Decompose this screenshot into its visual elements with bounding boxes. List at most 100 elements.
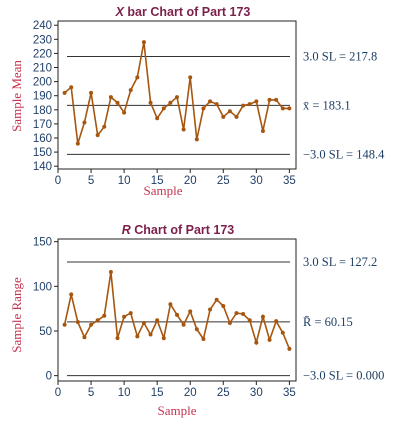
- data-point: [128, 88, 133, 93]
- data-point: [108, 95, 113, 100]
- data-point: [201, 106, 206, 111]
- y-tick-label: 150: [33, 237, 52, 249]
- data-point: [254, 99, 259, 104]
- data-point: [267, 337, 272, 342]
- r-chart: R Chart of Part 173 Sample Sample Range …: [9, 223, 384, 418]
- data-point: [287, 346, 292, 351]
- x-tick-label: 10: [118, 175, 131, 187]
- data-series: [62, 40, 292, 146]
- data-point: [102, 124, 107, 129]
- data-point: [254, 340, 259, 345]
- data-point: [234, 114, 239, 119]
- x-ticks: 0 5 10 15 20 25 30 35: [55, 169, 296, 187]
- data-point: [69, 292, 74, 297]
- y-tick-label: 140: [33, 161, 52, 173]
- data-point: [122, 314, 127, 319]
- y-tick-label: 240: [33, 20, 52, 32]
- x-tick-label: 20: [184, 387, 197, 399]
- x-tick-label: 5: [88, 175, 94, 187]
- y-tick-label: 220: [33, 48, 52, 60]
- xbar-chart: X bar Chart of Part 173 Sample Sample Me…: [9, 5, 385, 198]
- data-point: [227, 109, 232, 114]
- data-point: [141, 320, 146, 325]
- data-point: [89, 90, 94, 95]
- data-point: [148, 332, 153, 337]
- y-tick-label: 210: [33, 63, 52, 75]
- plot-frame: [57, 20, 297, 170]
- y-tick-label: 180: [33, 105, 52, 117]
- data-point: [75, 141, 80, 146]
- data-point: [128, 311, 133, 316]
- data-point: [95, 318, 100, 323]
- data-point: [115, 100, 120, 105]
- x-tick-label: 30: [250, 175, 263, 187]
- limit-label: 3.0 SL = 127.2: [303, 255, 377, 269]
- y-tick-label: 50: [39, 326, 52, 338]
- data-point: [208, 99, 213, 104]
- data-point: [62, 90, 67, 95]
- data-point: [234, 311, 239, 316]
- data-point: [267, 97, 272, 102]
- x-tick-label: 5: [88, 387, 94, 399]
- data-point: [260, 128, 265, 133]
- data-point: [241, 312, 246, 317]
- data-point: [82, 335, 87, 340]
- y-tick-label: 190: [33, 91, 52, 103]
- limit-label: R̄ = 60.15: [303, 315, 353, 329]
- data-point: [148, 100, 153, 105]
- y-ticks: 140 150 160 170 180 190 200 210 220 230 240: [33, 20, 58, 173]
- limit-label: 3.0 SL = 217.8: [303, 50, 377, 64]
- data-point: [102, 313, 107, 318]
- x-tick-label: 25: [217, 175, 230, 187]
- data-point: [274, 97, 279, 102]
- data-point: [208, 307, 213, 312]
- y-tick-label: 200: [33, 77, 52, 89]
- data-point: [95, 133, 100, 138]
- data-point: [194, 137, 199, 142]
- data-point: [161, 336, 166, 341]
- series-line: [63, 271, 291, 350]
- data-point: [241, 103, 246, 108]
- data-point: [89, 322, 94, 327]
- series-line: [64, 41, 290, 144]
- y-tick-label: 150: [33, 147, 52, 159]
- data-point: [214, 102, 219, 107]
- data-point: [221, 303, 226, 308]
- y-ticks: 0 50 100 150: [33, 237, 58, 383]
- data-point: [201, 337, 206, 342]
- chart-title: X bar Chart of Part 173: [115, 5, 251, 19]
- data-point: [168, 100, 173, 105]
- data-point: [287, 106, 292, 111]
- data-point: [135, 75, 140, 80]
- x-tick-label: 35: [283, 175, 296, 187]
- x-axis-label: Sample: [144, 183, 183, 198]
- data-point: [188, 309, 193, 314]
- limit-label: x̄ = 183.1: [303, 98, 351, 112]
- x-tick-label: 15: [151, 175, 164, 187]
- limit-label: −3.0 SL = 0.000: [303, 369, 384, 383]
- x-tick-label: 20: [184, 175, 197, 187]
- data-point: [227, 320, 232, 325]
- y-tick-label: 170: [33, 119, 52, 131]
- x-tick-label: 25: [217, 387, 230, 399]
- data-point: [181, 127, 186, 132]
- x-tick-label: 0: [55, 175, 61, 187]
- data-point: [214, 297, 219, 302]
- y-tick-label: 160: [33, 133, 52, 145]
- y-tick-label: 0: [46, 371, 52, 383]
- x-tick-label: 15: [151, 387, 164, 399]
- x-tick-label: 30: [250, 387, 263, 399]
- data-point: [155, 116, 160, 121]
- data-point: [181, 322, 186, 327]
- y-tick-label: 100: [33, 281, 52, 293]
- data-point: [155, 318, 160, 323]
- x-tick-label: 10: [118, 387, 131, 399]
- data-point: [247, 318, 252, 323]
- data-point: [161, 106, 166, 111]
- data-point: [247, 102, 252, 107]
- data-point: [175, 95, 179, 100]
- data-point: [194, 327, 199, 332]
- x-axis-label: Sample: [158, 403, 197, 418]
- data-point: [75, 320, 80, 325]
